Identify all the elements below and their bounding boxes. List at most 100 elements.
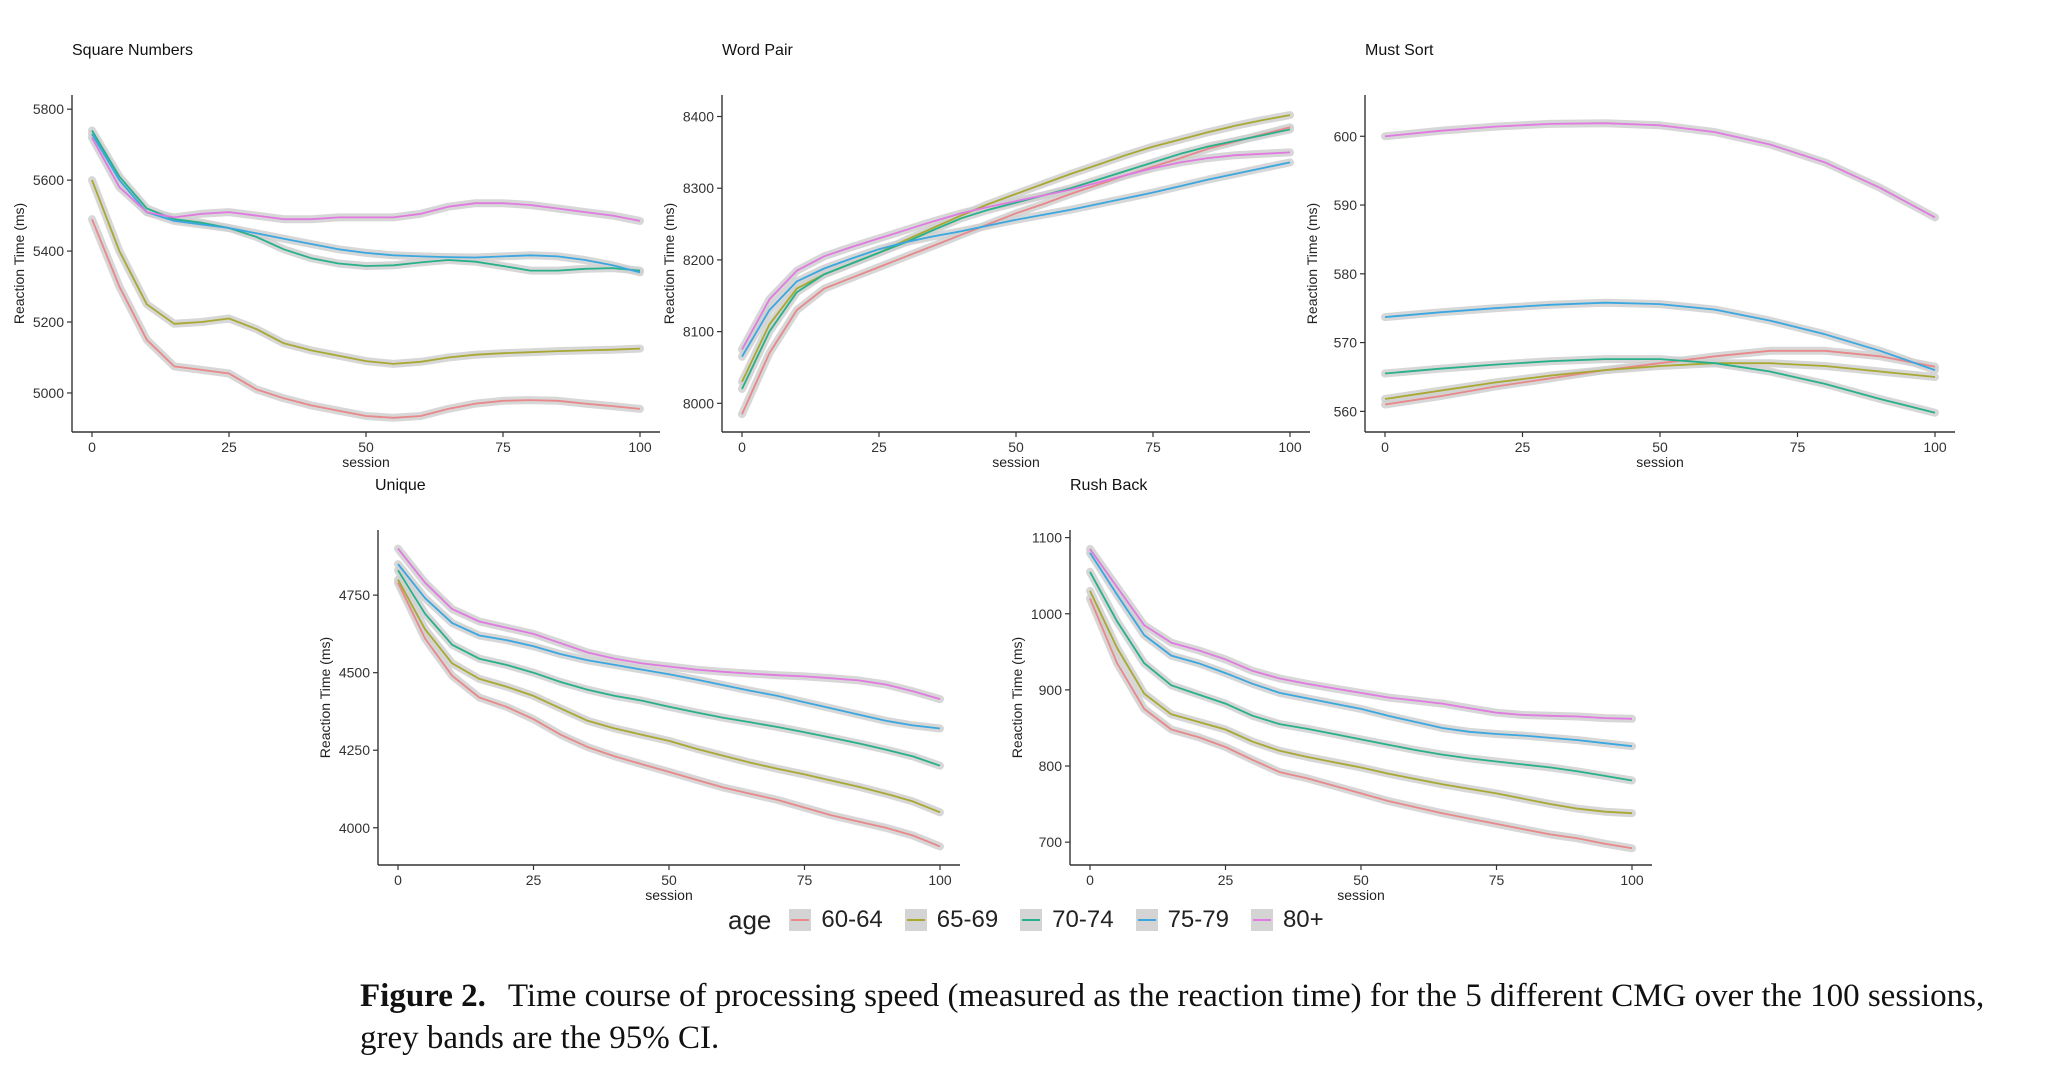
y-tick-label: 4750 — [339, 587, 370, 603]
y-tick-label: 4250 — [339, 742, 370, 758]
legend-title: age — [728, 904, 772, 935]
x-tick-label: 25 — [221, 439, 237, 455]
series-line-80plus — [1089, 548, 1633, 720]
series-line-75-79 — [91, 133, 641, 274]
x-axis-label: session — [1337, 887, 1384, 903]
x-tick-label: 0 — [1086, 872, 1094, 888]
y-axis-label: Reaction Time (ms) — [1304, 203, 1320, 324]
ci-band-75-79 — [88, 130, 644, 277]
chart-title: Word Pair — [722, 42, 794, 59]
legend-label-70-74: 70-74 — [1052, 906, 1114, 933]
x-tick-label: 0 — [1381, 439, 1389, 455]
y-axis-label: Reaction Time (ms) — [661, 203, 677, 324]
y-axis-label: Reaction Time (ms) — [1009, 637, 1025, 758]
x-tick-label: 75 — [1790, 439, 1806, 455]
ci-band-70-74 — [1086, 567, 1636, 785]
x-tick-label: 50 — [1008, 439, 1024, 455]
y-tick-label: 570 — [1334, 335, 1358, 351]
legend-key-60-64 — [789, 909, 812, 931]
chart-title: Rush Back — [1070, 477, 1148, 494]
x-tick-label: 100 — [1278, 439, 1302, 455]
y-tick-label: 8300 — [683, 180, 714, 196]
series-line-65-69 — [1384, 362, 1936, 400]
chart-title: Unique — [375, 477, 426, 494]
series-line-60-64 — [741, 126, 1291, 415]
y-tick-label: 600 — [1334, 128, 1358, 144]
y-tick-label: 8400 — [683, 109, 714, 125]
x-tick-label: 0 — [394, 872, 402, 888]
ci-band-60-64 — [1086, 594, 1636, 853]
legend-label-75-79: 75-79 — [1167, 906, 1229, 933]
legend-item-80plus: 80+ — [1250, 906, 1324, 934]
legend-label-65-69: 65-69 — [936, 906, 999, 933]
x-tick-label: 50 — [661, 872, 677, 888]
series-line-60-64 — [1089, 598, 1633, 850]
chart-must-sort: Must Sort 0 25 50 75 100 560 570 580 590 600 sessio… — [1304, 42, 1955, 470]
chart-unique: Unique 0 25 50 75 100 4000 4250 4500 4750 session R… — [317, 477, 960, 903]
series-line-75-79 — [741, 161, 1291, 358]
series-line-80plus — [741, 151, 1291, 350]
series-line-60-64 — [397, 582, 941, 848]
y-tick-label: 5600 — [33, 172, 64, 188]
x-tick-label: 0 — [88, 439, 96, 455]
x-axis-label: session — [645, 887, 692, 903]
chart-title: Square Numbers — [72, 42, 193, 59]
x-tick-label: 75 — [495, 439, 511, 455]
series-line-75-79 — [1384, 301, 1936, 371]
y-tick-label: 1100 — [1032, 530, 1062, 546]
series-line-70-74 — [91, 130, 641, 272]
series-line-80plus — [397, 548, 941, 700]
y-tick-label: 700 — [1039, 834, 1063, 850]
y-tick-label: 4000 — [339, 820, 370, 836]
ci-band-65-69 — [1086, 586, 1636, 818]
x-tick-label: 25 — [871, 439, 887, 455]
x-tick-label: 50 — [1652, 439, 1668, 455]
series-line-60-64 — [1384, 349, 1936, 406]
x-tick-label: 0 — [738, 439, 746, 455]
legend-key-80plus — [1250, 909, 1273, 931]
x-axis-label: session — [992, 454, 1039, 470]
series-line-75-79 — [397, 563, 941, 730]
y-tick-label: 4500 — [339, 665, 370, 681]
y-tick-label: 800 — [1039, 758, 1063, 774]
legend-label-60-64: 60-64 — [821, 906, 883, 933]
y-tick-label: 8000 — [683, 395, 714, 411]
y-tick-label: 8200 — [683, 252, 714, 268]
legend-item-75-79: 75-79 — [1135, 906, 1229, 934]
chart-title: Must Sort — [1365, 42, 1434, 59]
series-line-65-69 — [91, 179, 641, 365]
y-axis-label: Reaction Time (ms) — [317, 637, 333, 758]
series-line-80plus — [1384, 122, 1936, 219]
y-tick-label: 8100 — [683, 324, 714, 340]
series-line-70-74 — [1089, 571, 1633, 782]
x-tick-label: 50 — [1353, 872, 1369, 888]
legend: age 60-64 65-69 70-74 75-79 80+ — [728, 900, 1346, 940]
series-line-70-74 — [741, 128, 1291, 390]
x-tick-label: 100 — [628, 439, 652, 455]
x-tick-label: 100 — [1923, 439, 1947, 455]
legend-key-70-74 — [1020, 909, 1043, 931]
y-tick-label: 590 — [1334, 197, 1358, 213]
x-axis-label: session — [1636, 454, 1683, 470]
legend-key-65-69 — [904, 909, 927, 931]
series-line-65-69 — [1089, 590, 1633, 815]
x-tick-label: 75 — [1145, 439, 1161, 455]
series-line-70-74 — [1384, 358, 1936, 414]
y-axis-label: Reaction Time (ms) — [11, 203, 27, 324]
y-tick-label: 900 — [1039, 682, 1063, 698]
figure-caption: Figure 2. Time course of processing speed… — [360, 975, 2000, 1059]
legend-label-80plus: 80+ — [1282, 906, 1324, 933]
x-tick-label: 25 — [1218, 872, 1234, 888]
y-tick-label: 5200 — [33, 314, 64, 330]
x-tick-label: 100 — [928, 872, 952, 888]
legend-item-60-64: 60-64 — [789, 906, 883, 934]
legend-key-75-79 — [1135, 909, 1158, 931]
y-tick-label: 560 — [1334, 403, 1358, 419]
y-tick-label: 1000 — [1031, 606, 1062, 622]
x-tick-label: 25 — [1515, 439, 1531, 455]
chart-square-numbers: Square Numbers 0 25 50 75 100 5000 5200 5400 5600… — [11, 42, 660, 470]
y-tick-label: 5400 — [33, 243, 64, 259]
x-axis-label: session — [342, 454, 389, 470]
x-tick-label: 25 — [526, 872, 542, 888]
